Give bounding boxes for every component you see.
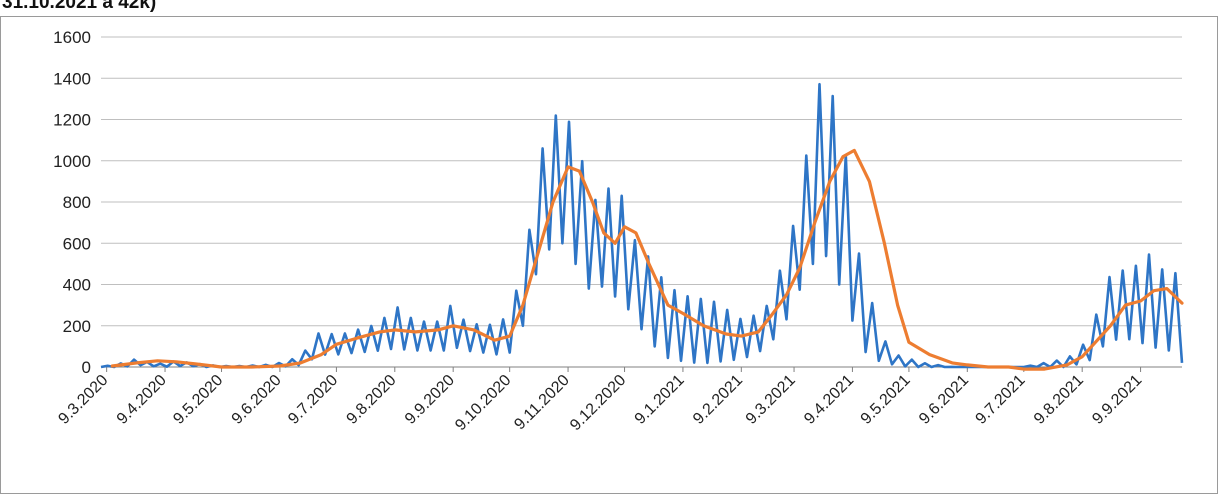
y-tick-label: 200 bbox=[63, 317, 91, 336]
x-tick-label: 9.8.2020 bbox=[344, 372, 400, 428]
x-tick-label: 9.5.2020 bbox=[170, 372, 226, 428]
x-tick-label: 9.6.2020 bbox=[229, 372, 285, 428]
series-line-average bbox=[110, 148, 1184, 371]
x-tick-label: 9.8.2021 bbox=[1031, 372, 1087, 428]
y-tick-label: 800 bbox=[63, 193, 91, 212]
y-tick-label: 400 bbox=[63, 276, 91, 295]
y-tick-label: 1000 bbox=[53, 152, 91, 171]
x-tick-label: 9.10.2020 bbox=[452, 372, 514, 434]
x-tick-label: 9.11.2020 bbox=[511, 372, 573, 434]
page-title: 31.10.2021 а 42k) bbox=[2, 0, 157, 13]
x-tick-label: 9.7.2021 bbox=[973, 372, 1029, 428]
x-tick-label: 9.1.2021 bbox=[632, 372, 688, 428]
y-tick-label: 600 bbox=[63, 234, 91, 253]
x-tick-label: 9.5.2021 bbox=[858, 372, 914, 428]
gridlines bbox=[101, 36, 1182, 327]
x-tick-label: 9.4.2021 bbox=[801, 372, 857, 428]
series-line-daily bbox=[100, 82, 1184, 369]
x-tick-label: 9.3.2021 bbox=[743, 372, 799, 428]
y-tick-labels: 0 200 400 600 800 1000 1200 1400 1600 bbox=[53, 28, 91, 377]
x-tick-label: 9.6.2021 bbox=[916, 372, 972, 428]
x-tick-label: 9.2.2021 bbox=[690, 372, 746, 428]
y-tick-label: 1600 bbox=[53, 28, 91, 47]
chart-frame: 0 200 400 600 800 1000 1200 1400 1600 9.3.2020 9.… bbox=[0, 16, 1218, 494]
x-tick-labels: 9.3.2020 9.4.2020 9.5.2020 9.6.2020 9.7.2020… bbox=[55, 372, 1145, 434]
y-tick-label: 1400 bbox=[53, 69, 91, 88]
x-tick-label: 9.3.2020 bbox=[55, 372, 111, 428]
y-tick-label: 0 bbox=[82, 358, 91, 377]
y-tick-label: 1200 bbox=[53, 111, 91, 130]
x-tick-label: 9.9.2021 bbox=[1089, 372, 1145, 428]
x-tick-label: 9.12.2020 bbox=[567, 372, 629, 434]
x-tick-label: 9.4.2020 bbox=[114, 372, 170, 428]
series bbox=[100, 82, 1184, 371]
x-tick-label: 9.9.2020 bbox=[402, 372, 458, 428]
x-tick-label: 9.7.2020 bbox=[285, 372, 341, 428]
